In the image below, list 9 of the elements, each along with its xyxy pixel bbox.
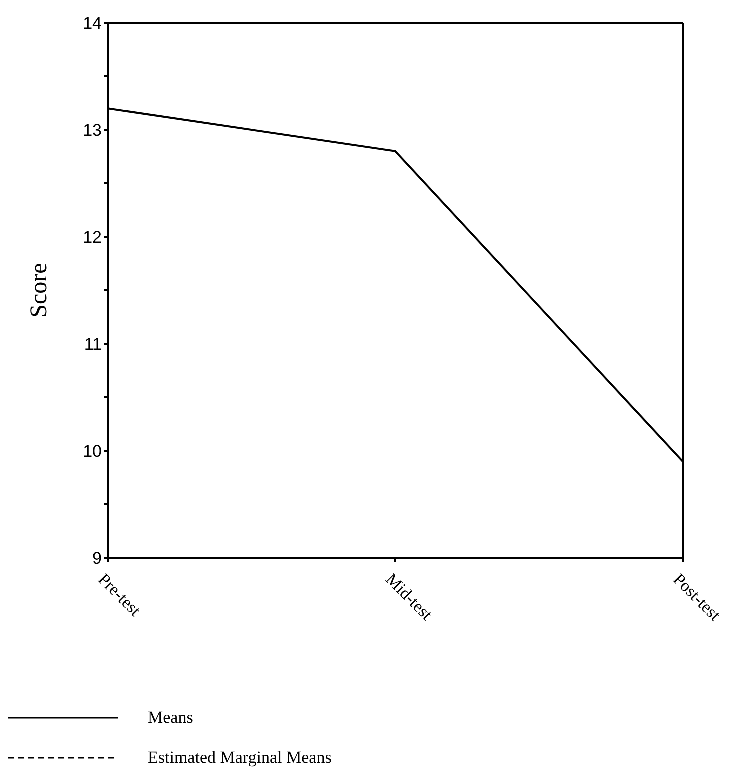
y-tick-label: 13: [83, 121, 102, 140]
text: Means: [148, 708, 194, 728]
y-axis-title: Score: [26, 263, 53, 318]
y-tick-label: 14: [83, 14, 102, 34]
y-tick-label: 11: [84, 335, 102, 354]
legend-label: Estimated Marginal Means: [148, 748, 332, 768]
y-tick-label: 12: [83, 228, 102, 248]
y-tick-label: 10: [83, 442, 102, 462]
y-tick-label: 9: [92, 549, 102, 568]
